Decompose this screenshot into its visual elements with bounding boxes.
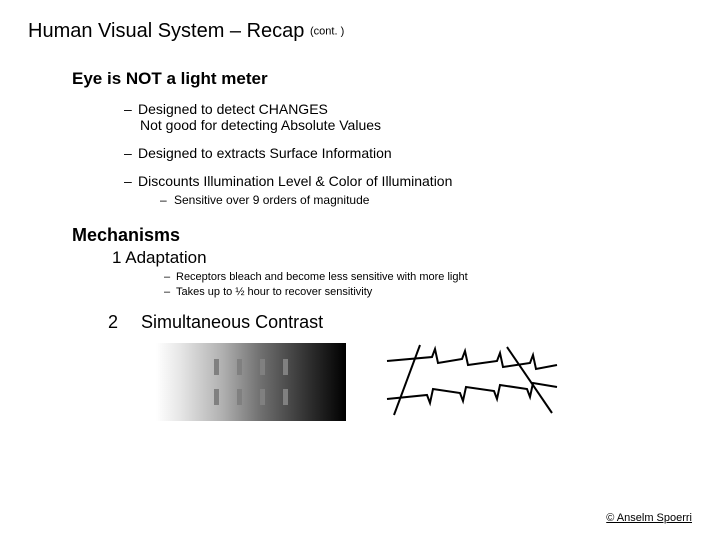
- bullet-changes: –Designed to detect CHANGES: [124, 101, 692, 117]
- tick-row: [156, 389, 346, 405]
- sub-text: Receptors bleach and become less sensiti…: [176, 271, 468, 283]
- mechanism-1-label: Adaptation: [125, 248, 206, 267]
- tick-mark: [283, 359, 288, 375]
- dash-icon: –: [124, 173, 138, 189]
- mechanism-1-sub-a: –Receptors bleach and become less sensit…: [164, 271, 692, 283]
- signal-figure: [382, 343, 562, 421]
- mechanism-1: 1 Adaptation: [112, 248, 692, 268]
- title-cont: (cont. ): [310, 26, 344, 38]
- sub-bullet-text: Sensitive over 9 orders of magnitude: [174, 193, 369, 207]
- tick-mark: [237, 359, 242, 375]
- mechanism-1-sub-b: –Takes up to ½ hour to recover sensitivi…: [164, 286, 692, 298]
- tick-mark: [214, 389, 219, 405]
- mechanism-1-num: 1: [112, 248, 121, 267]
- gradient-figure: [156, 343, 346, 421]
- mechanism-2-label: Simultaneous Contrast: [141, 312, 323, 332]
- bullet-surface: –Designed to extracts Surface Informatio…: [124, 145, 692, 161]
- figure-row: [156, 343, 692, 421]
- bullet-text: Designed to detect CHANGES: [138, 101, 328, 117]
- bullet-text: Designed to extracts Surface Information: [138, 145, 392, 161]
- dash-icon: –: [160, 193, 174, 207]
- dash-icon: –: [164, 286, 176, 298]
- bullet-text: Discounts Illumination Level & Color of …: [138, 173, 452, 189]
- title-text: Human Visual System – Recap: [28, 20, 304, 42]
- tick-mark: [237, 389, 242, 405]
- bullet-discounts: –Discounts Illumination Level & Color of…: [124, 173, 692, 189]
- slide-title: Human Visual System – Recap (cont. ): [28, 20, 692, 43]
- sub-text: Takes up to ½ hour to recover sensitivit…: [176, 286, 372, 298]
- mechanism-2-num: 2: [108, 312, 136, 333]
- copyright-footer: © Anselm Spoerri: [606, 512, 692, 524]
- dash-icon: –: [164, 271, 176, 283]
- tick-row: [156, 359, 346, 375]
- tick-mark: [283, 389, 288, 405]
- tick-mark: [260, 389, 265, 405]
- section2-heading: Mechanisms: [72, 225, 692, 246]
- mechanism-2: 2 Simultaneous Contrast: [108, 312, 692, 333]
- sub-bullet-sensitive: –Sensitive over 9 orders of magnitude: [160, 193, 692, 207]
- dash-icon: –: [124, 101, 138, 117]
- dash-icon: –: [124, 145, 138, 161]
- slide: Human Visual System – Recap (cont. ) Eye…: [0, 0, 720, 540]
- bullet-changes-line2: Not good for detecting Absolute Values: [140, 117, 692, 133]
- section1-heading: Eye is NOT a light meter: [72, 69, 692, 89]
- tick-mark: [260, 359, 265, 375]
- tick-mark: [214, 359, 219, 375]
